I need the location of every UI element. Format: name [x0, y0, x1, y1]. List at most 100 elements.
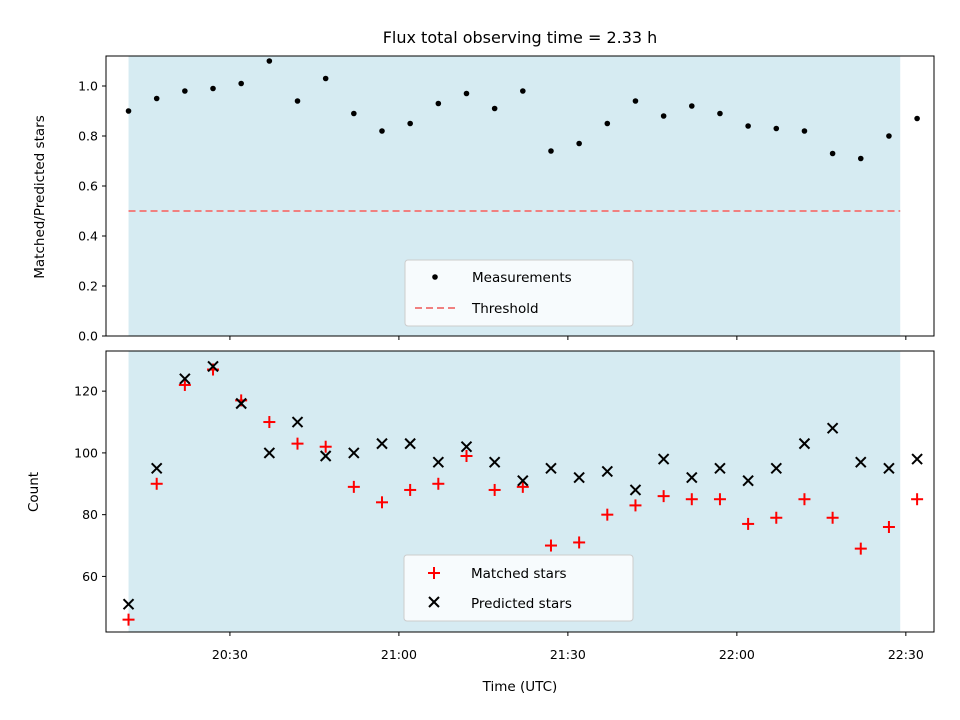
- data-point: [713, 493, 726, 506]
- data-point: [235, 397, 247, 410]
- data-point: [773, 125, 780, 132]
- bottom-series-1: [122, 360, 923, 610]
- data-point: [178, 378, 191, 391]
- data-point: [348, 447, 360, 459]
- data-point: [742, 474, 754, 487]
- data-point: [660, 113, 667, 119]
- bottom-panel: 60 80 100 120 20:30 21:00 21:30 22:00 22:30 Coun…: [26, 350, 935, 695]
- data-point: [404, 437, 416, 450]
- bottom-legend-box: [403, 554, 634, 622]
- data-point: [798, 493, 811, 506]
- data-point: [432, 477, 445, 490]
- data-point: [770, 462, 782, 475]
- data-point: [179, 373, 191, 385]
- data-point: [376, 437, 388, 450]
- data-point: [263, 447, 276, 459]
- bottom-y-tick-label: 80: [82, 507, 98, 522]
- legend-marker-measurements: [432, 274, 438, 280]
- data-point: [911, 453, 923, 465]
- x-tick-label: 21:30: [550, 647, 586, 662]
- data-point: [432, 456, 445, 468]
- data-point: [742, 517, 755, 530]
- top-y-tick-label: 0.0: [78, 329, 98, 344]
- data-point: [657, 453, 670, 465]
- data-point: [548, 148, 554, 154]
- data-point: [125, 108, 132, 114]
- top-y-tick-label: 1.0: [78, 79, 98, 94]
- data-point: [376, 496, 388, 509]
- bottom-y-tick-label: 120: [74, 384, 98, 399]
- data-point: [717, 110, 723, 117]
- top-legend-box: [404, 259, 634, 327]
- data-point: [263, 416, 276, 429]
- bottom-y-tick-label: 60: [82, 569, 98, 584]
- data-point: [435, 100, 442, 107]
- top-legend: Measurements Threshold: [404, 259, 634, 327]
- data-point: [573, 536, 586, 549]
- x-tick-label: 22:00: [719, 647, 755, 662]
- data-point: [883, 462, 895, 475]
- bottom-y-tick-label: 100: [74, 445, 98, 460]
- data-point: [238, 80, 244, 87]
- x-tick-label: 21:00: [381, 647, 417, 662]
- data-point: [801, 128, 808, 134]
- data-point: [714, 462, 726, 475]
- data-point: [601, 508, 614, 521]
- data-point: [319, 440, 332, 453]
- bottom-legend: Matched stars Predicted stars: [403, 554, 634, 622]
- legend-label-measurements: Measurements: [472, 270, 572, 286]
- chart-title: Flux total observing time = 2.33 h: [383, 28, 658, 47]
- data-point: [517, 474, 529, 487]
- data-point: [379, 128, 385, 134]
- data-point: [576, 140, 582, 147]
- data-point: [911, 493, 924, 506]
- legend-marker-predicted: [428, 596, 440, 608]
- legend-label-matched: Matched stars: [471, 566, 567, 582]
- data-point: [488, 483, 501, 496]
- data-point: [886, 133, 892, 139]
- data-point: [491, 105, 498, 112]
- data-point: [207, 360, 219, 373]
- top-axes-frame: [105, 55, 935, 337]
- data-point: [770, 511, 783, 524]
- data-point: [210, 85, 216, 92]
- data-point: [516, 480, 529, 493]
- data-point: [122, 598, 135, 610]
- data-point: [685, 493, 698, 506]
- data-point: [855, 456, 867, 468]
- top-y-tick-label: 0.6: [78, 179, 98, 194]
- data-point: [347, 480, 360, 493]
- data-point: [604, 120, 611, 127]
- data-point: [463, 90, 470, 97]
- data-point: [182, 88, 188, 94]
- bottom-axes-frame: [105, 350, 935, 633]
- data-point: [882, 521, 895, 534]
- data-point: [460, 441, 473, 453]
- top-y-axis-label: Matched/Predicted stars: [32, 115, 48, 278]
- data-point: [460, 449, 473, 462]
- data-point: [688, 103, 695, 109]
- x-axis-label: Time (UTC): [482, 679, 558, 695]
- data-point: [153, 95, 160, 102]
- data-point: [291, 416, 304, 428]
- data-point: [857, 155, 864, 162]
- data-point: [488, 456, 501, 468]
- data-point: [686, 471, 698, 484]
- data-point: [601, 465, 614, 478]
- bottom-series-0: [122, 363, 924, 626]
- data-point: [294, 98, 301, 104]
- data-point: [520, 88, 526, 94]
- data-point: [573, 471, 585, 484]
- data-point: [826, 511, 839, 524]
- data-point: [351, 110, 357, 117]
- x-tick-label: 22:30: [888, 647, 924, 662]
- data-point: [544, 539, 557, 552]
- data-point: [829, 150, 836, 157]
- data-point: [545, 462, 557, 475]
- top-y-tick-label: 0.2: [78, 279, 98, 294]
- legend-marker-matched: [428, 567, 440, 579]
- data-point: [150, 477, 163, 490]
- data-point: [745, 123, 751, 129]
- data-point: [629, 484, 642, 496]
